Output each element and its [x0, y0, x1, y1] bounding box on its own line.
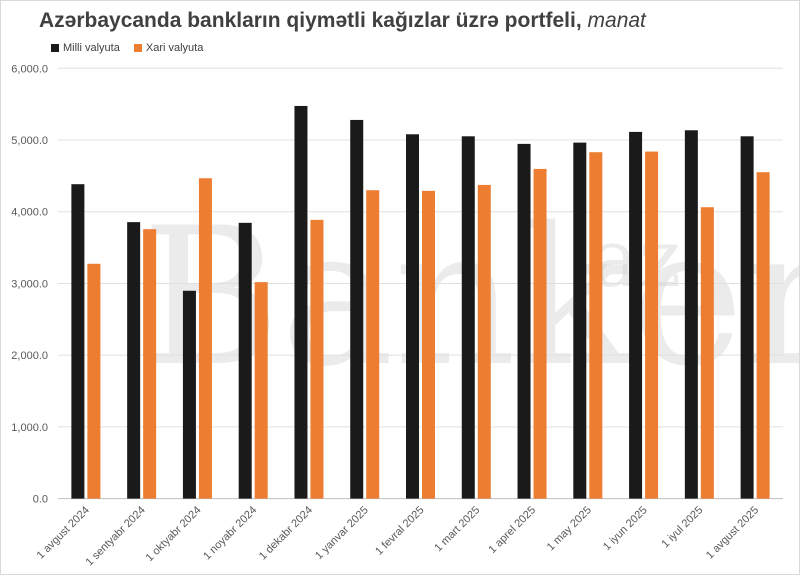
bar-xari	[422, 190, 435, 499]
bar-milli	[294, 105, 308, 499]
y-tick-label: 5,000.0	[11, 135, 48, 147]
x-tick-label: 1 avgust 2025	[704, 504, 761, 561]
legend-label-xari: Xari valyuta	[145, 42, 204, 54]
legend-swatch-xari	[133, 44, 142, 52]
bar-xari	[589, 152, 603, 499]
bar-xari	[198, 178, 212, 499]
x-tick-label: 1 fevral 2025	[373, 504, 426, 557]
legend-item-milli: Milli valyuta	[51, 42, 120, 54]
x-tick-label: 1 iyul 2025	[659, 504, 705, 550]
bar-milli	[406, 134, 419, 499]
bar-milli	[517, 143, 531, 499]
title-main: Azərbaycanda bankların qiymətli kağızlar…	[39, 9, 582, 32]
bar-milli	[350, 119, 364, 499]
bar-milli	[461, 136, 475, 499]
bar-xari	[143, 229, 157, 499]
bar-xari	[700, 207, 714, 499]
legend: Milli valyuta Xari valyuta	[51, 42, 203, 54]
legend-label-milli: Milli valyuta	[63, 42, 120, 54]
x-tick-label: 1 mart 2025	[432, 504, 482, 554]
x-tick-label: 1 may 2025	[545, 504, 594, 553]
bar-milli	[71, 184, 85, 499]
bar-xari	[366, 190, 380, 499]
y-tick-label: 0.0	[33, 494, 48, 506]
bar-xari	[254, 282, 268, 499]
y-tick-label: 3,000.0	[11, 278, 48, 290]
bar-milli	[740, 136, 754, 499]
bar-milli	[684, 130, 698, 499]
bar-xari	[645, 151, 659, 499]
x-tick-label: 1 avgust 2024	[35, 504, 92, 561]
y-tick-label: 6,000.0	[11, 63, 48, 75]
bar-xari	[87, 263, 101, 499]
bar-milli	[127, 222, 141, 499]
x-tick-label: 1 oktyabr 2024	[144, 504, 204, 564]
y-tick-label: 2,000.0	[11, 350, 48, 362]
x-tick-label: 1 yanvar 2025	[313, 504, 371, 562]
bar-xari	[533, 168, 547, 499]
bar-milli	[573, 142, 587, 499]
bar-xari	[756, 172, 770, 499]
x-tick-label: 1 sentyabr 2024	[84, 504, 148, 568]
bar-milli	[182, 290, 196, 499]
y-tick-label: 1,000.0	[11, 422, 48, 434]
title-unit: manat	[587, 9, 646, 32]
bar-milli	[238, 222, 252, 499]
y-tick-label: 4,000.0	[11, 207, 48, 219]
bar-xari	[310, 219, 324, 499]
legend-item-xari: Xari valyuta	[133, 42, 204, 54]
x-tick-label: 1 iyun 2025	[601, 504, 650, 553]
x-tick-label: 1 noyabr 2024	[201, 504, 259, 562]
legend-swatch-milli	[51, 44, 59, 52]
bar-xari	[477, 184, 491, 499]
x-tick-label: 1 aprel 2025	[486, 504, 538, 556]
x-tick-label: 1 dekabr 2024	[257, 504, 315, 562]
bar-milli	[629, 131, 643, 499]
chart-title: Azərbaycanda bankların qiymətli kağızlar…	[39, 9, 646, 33]
